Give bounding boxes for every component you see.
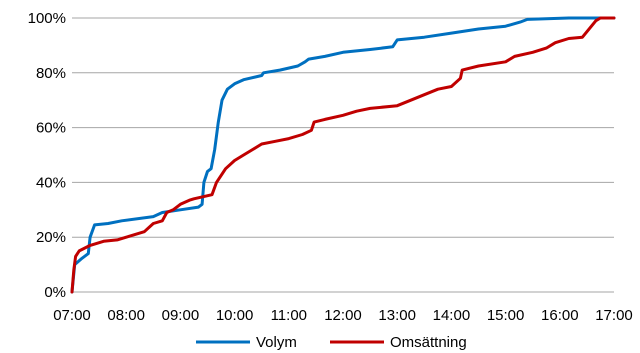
gridlines [72, 17, 614, 238]
x-tick-label: 08:00 [107, 307, 145, 324]
y-tick-label: 100% [28, 10, 66, 27]
x-tick-label: 10:00 [216, 307, 254, 324]
series-line-2 [70, 16, 616, 294]
series-lines [70, 16, 616, 294]
y-tick-label: 60% [36, 120, 66, 137]
y-tick-label: 0% [44, 284, 66, 301]
x-axis-ticks: 07:00 08:00 09:00 10:00 11:00 12:00 13:00 14:00… [53, 307, 633, 324]
x-tick-label: 11:00 [271, 307, 307, 324]
x-tick-label: 13:00 [378, 307, 416, 324]
x-tick-label: 17:00 [595, 307, 633, 324]
x-tick-label: 15:00 [487, 307, 525, 324]
legend-label: Omsättning [390, 334, 467, 351]
x-tick-label: 14:00 [433, 307, 471, 324]
y-tick-label: 20% [36, 229, 66, 246]
series-line-1 [70, 16, 616, 294]
y-tick-label: 80% [36, 65, 66, 82]
x-tick-label: 07:00 [53, 307, 91, 324]
x-tick-label: 09:00 [162, 307, 200, 324]
legend-label: Volym [256, 334, 297, 351]
x-tick-label: 16:00 [541, 307, 579, 324]
x-tick-label: 12:00 [324, 307, 362, 324]
legend: Volym Omsättning [196, 334, 467, 351]
y-axis-ticks: 0% 20% 40% 60% 80% 100% [28, 10, 66, 301]
y-tick-label: 40% [36, 174, 66, 191]
